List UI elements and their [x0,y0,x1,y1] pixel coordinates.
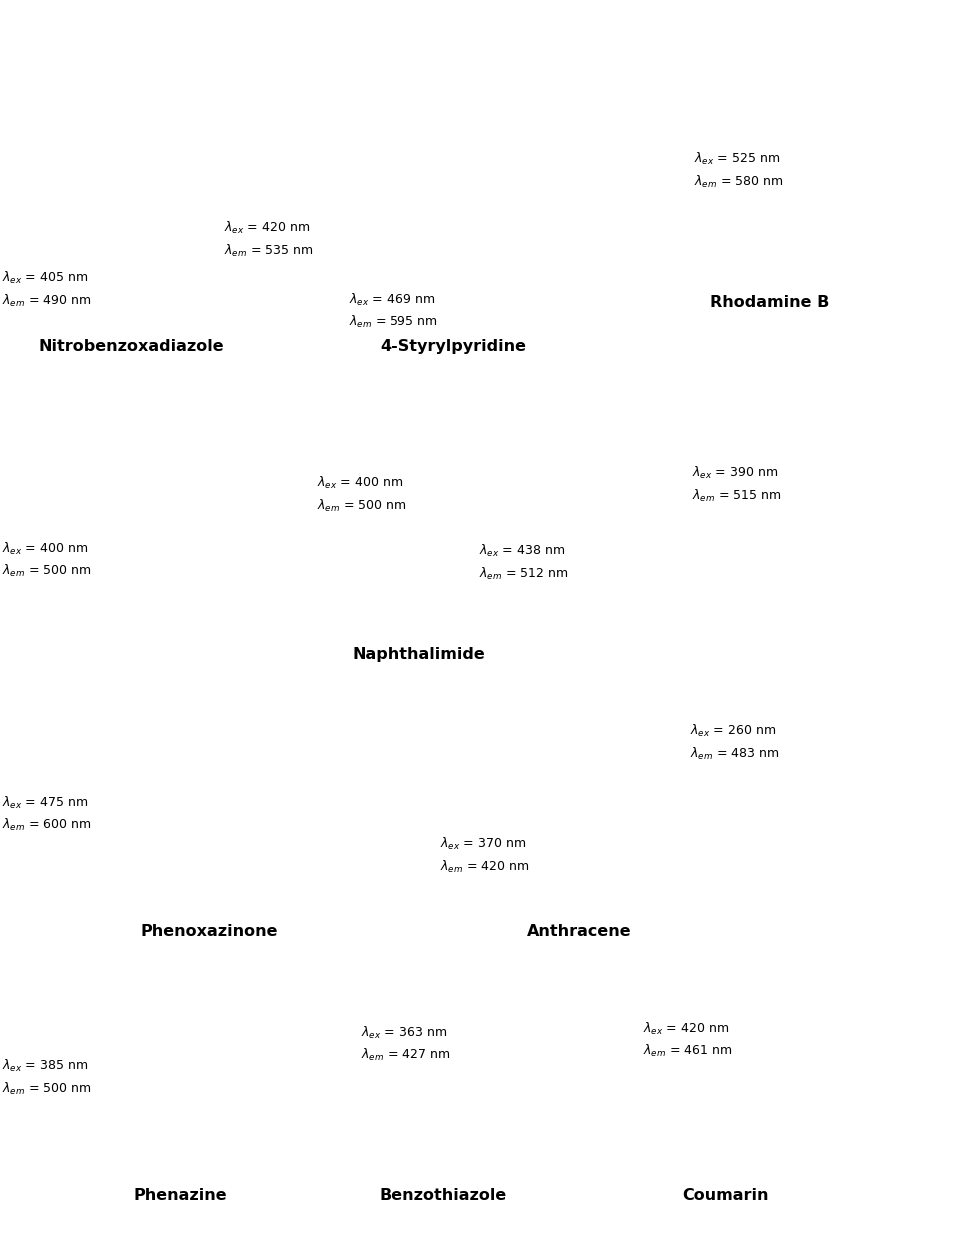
Text: $\lambda_{ex}$ = 363 nm: $\lambda_{ex}$ = 363 nm [361,1024,447,1041]
Text: $\lambda_{em}$ = 420 nm: $\lambda_{em}$ = 420 nm [440,859,530,875]
Text: $\lambda_{em}$ = 580 nm: $\lambda_{em}$ = 580 nm [694,173,784,190]
Text: Anthracene: Anthracene [527,924,632,939]
Text: 4-Styrylpyridine: 4-Styrylpyridine [380,339,526,354]
Text: $\lambda_{em}$ = 461 nm: $\lambda_{em}$ = 461 nm [643,1043,732,1060]
Text: $\lambda_{ex}$ = 390 nm: $\lambda_{ex}$ = 390 nm [692,465,777,481]
Text: $\lambda_{em}$ = 500 nm: $\lambda_{em}$ = 500 nm [2,563,92,579]
Text: $\lambda_{ex}$ = 475 nm: $\lambda_{ex}$ = 475 nm [2,794,88,811]
Text: $\lambda_{ex}$ = 469 nm: $\lambda_{ex}$ = 469 nm [349,292,434,308]
Text: $\lambda_{ex}$ = 400 nm: $\lambda_{ex}$ = 400 nm [2,541,88,557]
Text: Rhodamine B: Rhodamine B [710,295,829,310]
Text: Phenazine: Phenazine [133,1188,227,1203]
Text: Coumarin: Coumarin [683,1188,768,1203]
Text: $\lambda_{em}$ = 427 nm: $\lambda_{em}$ = 427 nm [361,1047,451,1063]
Text: $\lambda_{ex}$ = 525 nm: $\lambda_{ex}$ = 525 nm [694,151,780,167]
Text: $\lambda_{ex}$ = 400 nm: $\lambda_{ex}$ = 400 nm [317,475,402,491]
Text: $\lambda_{em}$ = 500 nm: $\lambda_{em}$ = 500 nm [317,498,406,514]
Text: Phenoxazinone: Phenoxazinone [140,924,279,939]
Text: $\lambda_{em}$ = 600 nm: $\lambda_{em}$ = 600 nm [2,817,92,833]
Text: $\lambda_{em}$ = 483 nm: $\lambda_{em}$ = 483 nm [690,745,779,762]
Text: $\lambda_{em}$ = 515 nm: $\lambda_{em}$ = 515 nm [692,488,781,504]
Text: $\lambda_{em}$ = 490 nm: $\lambda_{em}$ = 490 nm [2,293,92,309]
Text: Naphthalimide: Naphthalimide [353,647,485,662]
Text: $\lambda_{ex}$ = 438 nm: $\lambda_{ex}$ = 438 nm [479,543,565,559]
Text: $\lambda_{em}$ = 535 nm: $\lambda_{em}$ = 535 nm [224,243,314,259]
Text: $\lambda_{em}$ = 595 nm: $\lambda_{em}$ = 595 nm [349,314,437,331]
Text: $\lambda_{ex}$ = 260 nm: $\lambda_{ex}$ = 260 nm [690,723,775,739]
Text: $\lambda_{ex}$ = 405 nm: $\lambda_{ex}$ = 405 nm [2,270,88,287]
Text: $\lambda_{em}$ = 500 nm: $\lambda_{em}$ = 500 nm [2,1081,92,1097]
Text: Nitrobenzoxadiazole: Nitrobenzoxadiazole [39,339,224,354]
Text: $\lambda_{ex}$ = 420 nm: $\lambda_{ex}$ = 420 nm [643,1021,729,1037]
Text: $\lambda_{ex}$ = 385 nm: $\lambda_{ex}$ = 385 nm [2,1058,88,1075]
Text: $\lambda_{ex}$ = 420 nm: $\lambda_{ex}$ = 420 nm [224,220,310,236]
Text: $\lambda_{em}$ = 512 nm: $\lambda_{em}$ = 512 nm [479,566,569,582]
Text: Benzothiazole: Benzothiazole [380,1188,506,1203]
Text: $\lambda_{ex}$ = 370 nm: $\lambda_{ex}$ = 370 nm [440,836,526,852]
